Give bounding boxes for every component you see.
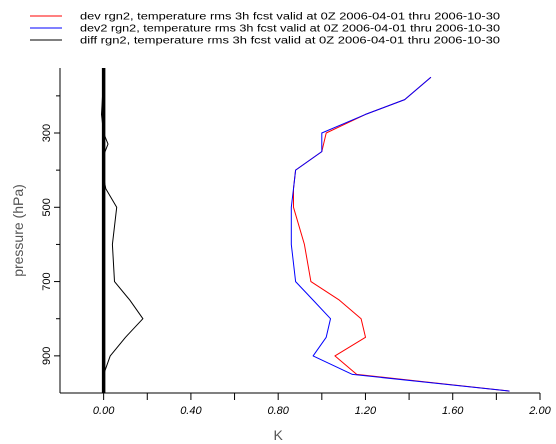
y-axis-ticks: 300 500 700 900 [41, 95, 60, 365]
x-tick-label: 1.20 [355, 405, 377, 417]
x-tick-label: 0.40 [180, 405, 202, 417]
plot-area: 0.00 0.40 0.80 1.20 1.60 2.00 300 500 700 900 [41, 68, 552, 417]
series-lines [101, 76, 510, 392]
x-tick-label: 1.60 [442, 405, 464, 417]
x-axis-ticks: 0.00 0.40 0.80 1.20 1.60 2.00 [93, 393, 552, 417]
legend-label-1: dev rgn2, temperature rms 3h fcst valid … [80, 12, 501, 23]
series-line-3 [101, 77, 144, 392]
series-line-1 [293, 76, 510, 392]
y-tick-label: 700 [41, 272, 53, 290]
legend-label-2: dev2 rgn2, temperature rms 3h fcst valid… [80, 24, 501, 35]
x-tick-label: 0.00 [93, 405, 115, 417]
legend: dev rgn2, temperature rms 3h fcst valid … [30, 12, 501, 47]
x-tick-label: 0.80 [267, 405, 289, 417]
y-tick-label: 500 [41, 198, 53, 216]
x-axis-label: K [274, 427, 284, 443]
series-line-2 [290, 76, 510, 392]
y-tick-label: 300 [41, 124, 53, 142]
x-tick-label: 2.00 [528, 405, 551, 417]
y-tick-label: 900 [41, 347, 53, 365]
y-axis-label: pressure (hPa) [10, 184, 26, 277]
legend-label-3: diff rgn2, temperature rms 3h fcst valid… [80, 36, 501, 47]
